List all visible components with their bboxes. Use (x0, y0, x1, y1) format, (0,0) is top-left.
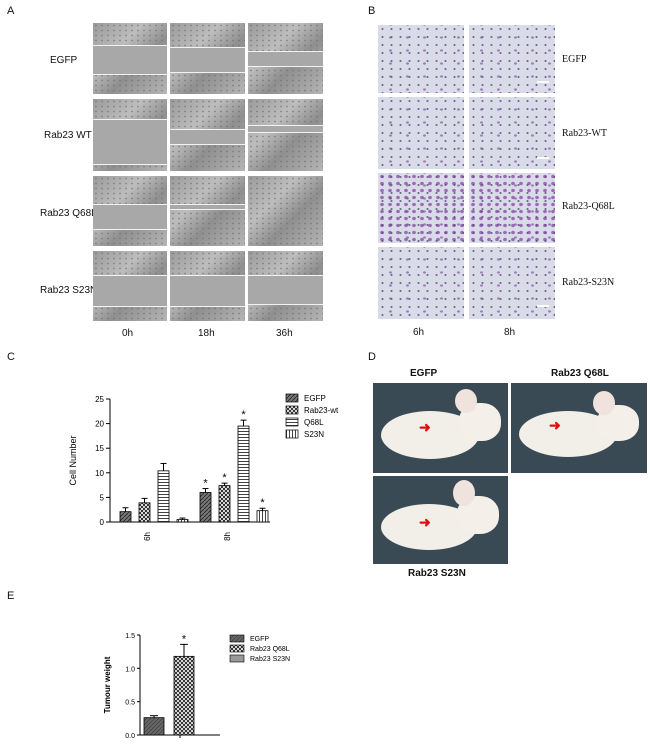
x-tick-label: 8h (223, 532, 232, 541)
bar-rab23-wt-8h (218, 485, 231, 523)
transwell-image-q68l-8h (469, 173, 555, 243)
significance-marker: * (241, 409, 246, 421)
transwell-image-wt-8h (469, 97, 555, 169)
legend-label: Rab23 Q68L (250, 646, 290, 653)
transwell-image-wt-6h (378, 97, 464, 169)
panel-b-col-label-8h: 8h (504, 327, 516, 338)
y-tick-label: 0.0 (125, 733, 135, 740)
panel-a-row-label-q68l: Rab23 Q68L (40, 208, 97, 219)
panel-a-row-label-egfp: EGFP (50, 55, 78, 66)
legend-label: EGFP (304, 394, 326, 403)
y-axis-label: Tumour weight (103, 656, 112, 713)
transwell-image-s23n-6h (378, 247, 464, 319)
wound-image-egfp-0h (93, 23, 167, 94)
panel-letter-a: A (7, 5, 15, 17)
panel-a-col-label-0h: 0h (122, 328, 134, 339)
y-tick-label: 20 (95, 420, 104, 429)
panel-letter-b: B (368, 5, 376, 17)
legend-label: EGFP (250, 636, 269, 643)
legend-swatch (285, 417, 299, 427)
bar-rab23-wt-6h (138, 502, 151, 523)
legend-label: S23N (304, 430, 324, 439)
y-tick-label: 1.5 (125, 633, 135, 640)
wound-image-s23n-36h (248, 251, 323, 321)
legend-swatch (285, 405, 299, 415)
x-tick-label: 6h (143, 532, 152, 541)
wound-image-egfp-36h (248, 23, 323, 94)
wound-image-wt-0h (93, 99, 167, 171)
y-tick-label: 0 (100, 518, 105, 527)
wound-image-egfp-18h (170, 23, 245, 94)
legend-swatch (229, 634, 245, 643)
y-tick-label: 1.0 (125, 666, 135, 673)
wound-image-q68l-0h (93, 176, 167, 246)
transwell-image-egfp-6h (378, 25, 464, 93)
legend-swatch (285, 393, 299, 403)
panel-b-row-label-wt: Rab23-WT (562, 128, 607, 139)
panel-c-bar-chart: 0 5 10 15 20 25 Cell Number 6h 8h * * * * EGFP Rab23… (68, 393, 339, 541)
scale-bar (537, 305, 549, 307)
wound-image-s23n-18h (170, 251, 245, 321)
wound-image-q68l-36h (248, 176, 323, 246)
wound-image-wt-36h (248, 99, 323, 171)
y-tick-label: 0.5 (125, 700, 135, 707)
bar-q68l-8h (237, 425, 250, 523)
panel-b-col-label-6h: 6h (413, 327, 425, 338)
legend-swatch (285, 429, 299, 439)
transwell-image-egfp-8h (469, 25, 555, 93)
panel-a-col-label-36h: 36h (276, 328, 293, 339)
transwell-image-q68l-6h (378, 173, 464, 243)
legend-label: Q68L (304, 418, 324, 427)
y-tick-label: 10 (95, 469, 104, 478)
mouse-photo-q68l: ➜ (511, 383, 647, 473)
panel-d-label-egfp: EGFP (410, 368, 438, 379)
panel-b-row-label-s23n: Rab23-S23N (562, 277, 615, 288)
bar-s23n-6h (176, 519, 189, 523)
bar-egfp-8h (199, 492, 212, 523)
mouse-photo-egfp: ➜ (373, 383, 508, 473)
scale-bar (537, 157, 549, 159)
bar-rab23-q68l (173, 655, 195, 736)
bar-q68l-6h (157, 470, 170, 523)
panel-a-row-label-s23n: Rab23 S23N (40, 285, 98, 296)
panel-d-label-q68l: Rab23 Q68L (551, 368, 609, 379)
y-tick-label: 25 (95, 395, 104, 404)
legend-swatch (229, 654, 245, 663)
significance-marker: * (182, 633, 187, 645)
y-axis-label: Cell Number (68, 435, 78, 485)
panel-letter-e: E (7, 590, 15, 602)
legend-swatch (229, 644, 245, 653)
scale-bar (537, 81, 549, 83)
wound-image-q68l-18h (170, 176, 245, 246)
legend-label: Rab23-wt (304, 406, 339, 415)
bar-s23n-8h (256, 510, 269, 523)
panel-b-row-label-q68l: Rab23-Q68L (562, 201, 615, 212)
tumour-arrow-icon: ➜ (419, 514, 431, 530)
tumour-arrow-icon: ➜ (549, 417, 561, 433)
y-tick-label: 5 (100, 493, 105, 502)
significance-marker: * (203, 478, 208, 490)
panel-b-row-label-egfp: EGFP (562, 54, 587, 65)
tumour-arrow-icon: ➜ (419, 419, 431, 435)
wound-image-s23n-0h (93, 251, 167, 321)
panel-e-bar-chart: 0.0 0.5 1.0 1.5 Tumour weight * EGFP Rab23 Q6… (103, 633, 290, 740)
significance-marker: * (222, 472, 227, 484)
legend-label: Rab23 S23N (250, 656, 290, 663)
bar-egfp-6h (119, 511, 132, 523)
y-tick-label: 15 (95, 444, 104, 453)
panel-d-label-s23n: Rab23 S23N (408, 568, 466, 579)
panel-a-col-label-18h: 18h (198, 328, 215, 339)
panel-a-row-label-wt: Rab23 WT (44, 130, 92, 141)
panel-letter-c: C (7, 351, 15, 363)
panel-letter-d: D (368, 351, 376, 363)
wound-image-wt-18h (170, 99, 245, 171)
significance-marker: * (260, 497, 265, 509)
mouse-photo-s23n: ➜ (373, 476, 508, 564)
transwell-image-s23n-8h (469, 247, 555, 319)
bar-egfp (143, 717, 165, 736)
